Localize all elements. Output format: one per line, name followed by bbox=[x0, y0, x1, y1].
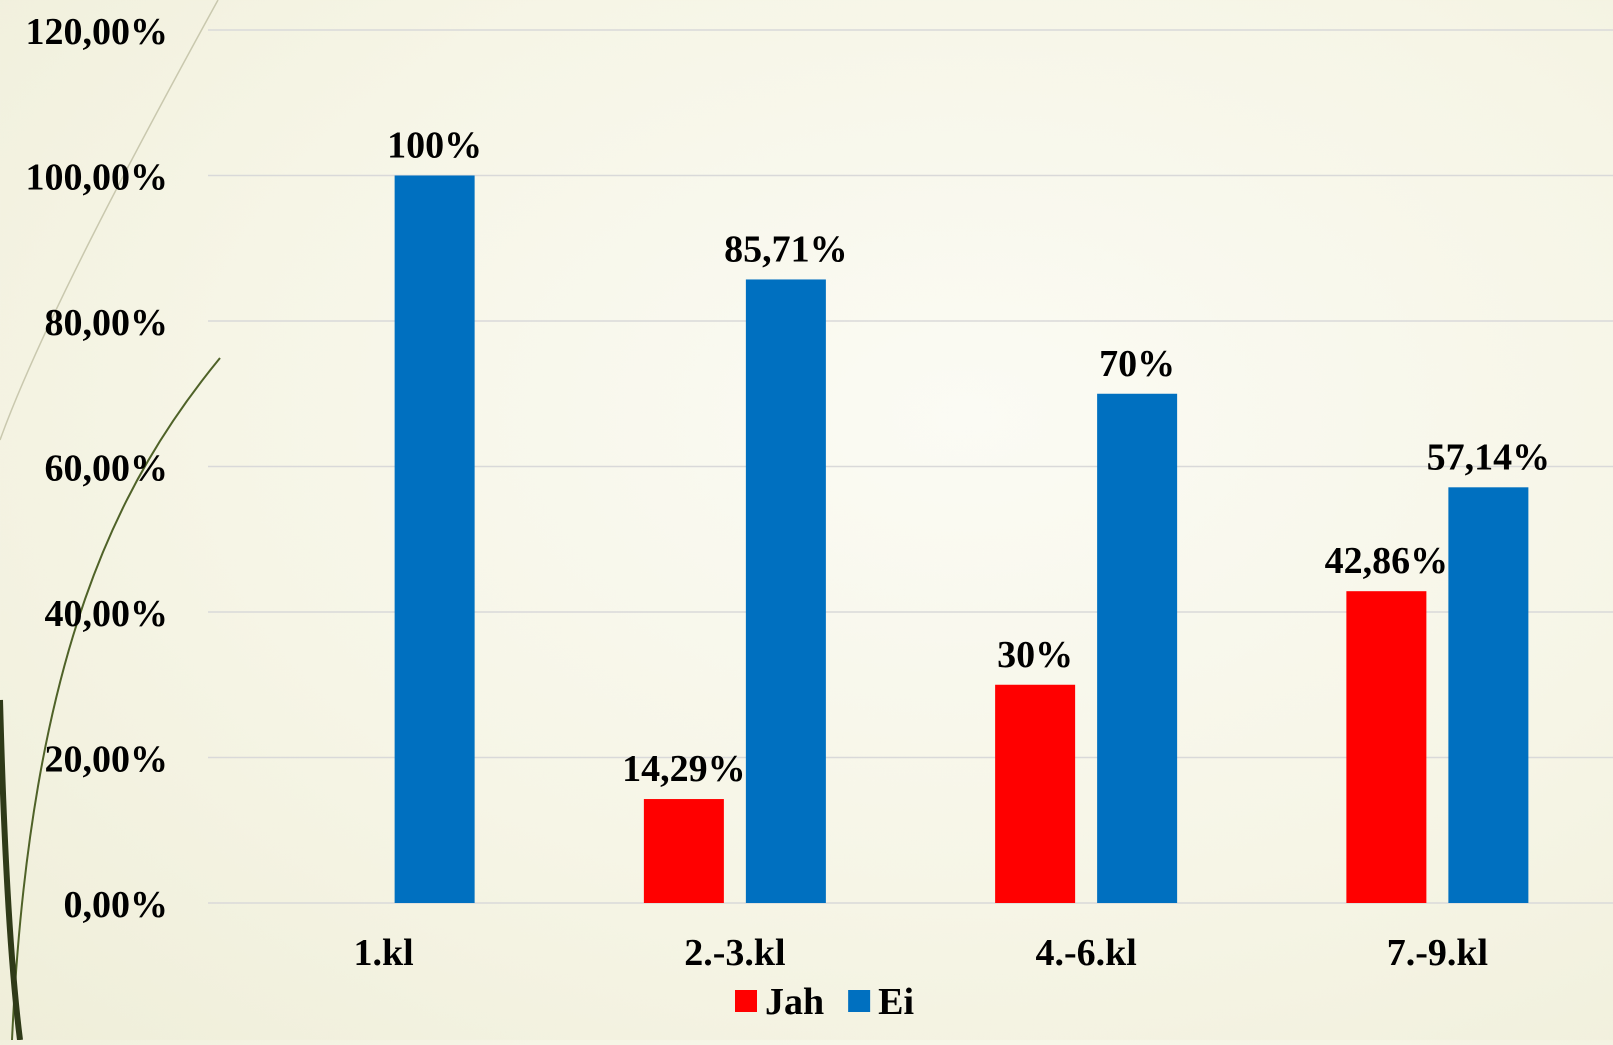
bar-jah bbox=[643, 799, 724, 903]
y-tick-label: 60,00% bbox=[45, 448, 169, 490]
y-tick-label: 100,00% bbox=[26, 157, 169, 199]
y-tick-label: 0,00% bbox=[64, 884, 169, 926]
bar-ei bbox=[394, 175, 475, 903]
data-label: 30% bbox=[997, 634, 1073, 676]
data-label: 85,71% bbox=[724, 228, 848, 270]
legend: Jah Ei bbox=[735, 981, 914, 1023]
data-label: 42,86% bbox=[1325, 540, 1449, 582]
data-label: 100% bbox=[387, 125, 482, 167]
x-axis-tick-labels: 1.kl 2.-3.kl 4.-6.kl 7.-9.kl bbox=[354, 932, 1489, 974]
bar-ei bbox=[745, 279, 826, 904]
x-tick-label: 7.-9.kl bbox=[1387, 932, 1488, 974]
legend-swatch-jah bbox=[735, 990, 757, 1012]
y-axis-tick-labels: 0,00% 20,00% 40,00% 60,00% 80,00% 100,00% 120,… bbox=[26, 11, 169, 926]
data-label: 57,14% bbox=[1427, 436, 1551, 478]
x-tick-label: 1.kl bbox=[354, 932, 414, 974]
legend-label-jah: Jah bbox=[765, 981, 824, 1023]
data-label: 14,29% bbox=[622, 748, 746, 790]
legend-label-ei: Ei bbox=[878, 981, 914, 1023]
data-labels: 100% 14,29% 85,71% 30% 70% 42,86% 57,14% bbox=[387, 125, 1550, 791]
decorative-curve-thick bbox=[0, 699, 23, 1041]
y-tick-label: 20,00% bbox=[45, 739, 169, 781]
y-tick-label: 120,00% bbox=[26, 11, 169, 53]
x-tick-label: 4.-6.kl bbox=[1035, 932, 1136, 974]
bar-jah bbox=[1346, 591, 1427, 903]
decorative-curve-thin bbox=[0, 0, 219, 441]
bar-ei bbox=[1097, 393, 1178, 903]
y-tick-label: 40,00% bbox=[45, 593, 169, 635]
bars bbox=[394, 175, 1529, 904]
decorative-curve-mid bbox=[11, 357, 221, 1041]
bar-jah bbox=[995, 684, 1076, 903]
data-label: 70% bbox=[1099, 343, 1175, 385]
y-tick-label: 80,00% bbox=[45, 302, 169, 344]
x-tick-label: 2.-3.kl bbox=[684, 932, 785, 974]
decorative-curves bbox=[0, 0, 221, 1041]
bar-ei bbox=[1448, 487, 1529, 903]
legend-swatch-ei bbox=[848, 990, 871, 1012]
